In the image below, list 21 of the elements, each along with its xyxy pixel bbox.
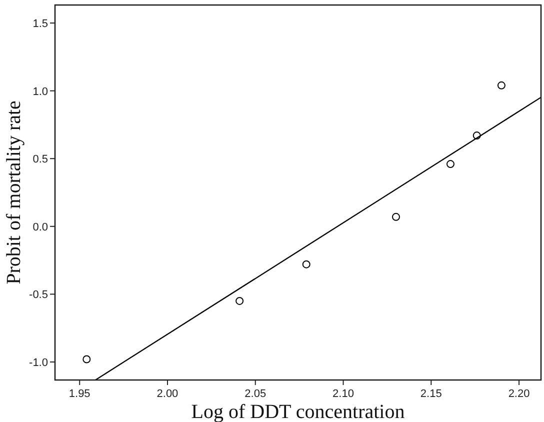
y-axis-title: Probit of mortality rate bbox=[3, 100, 25, 284]
x-axis-title: Log of DDT concentration bbox=[191, 401, 405, 422]
x-tick-label: 2.15 bbox=[420, 388, 442, 400]
point bbox=[497, 81, 506, 90]
point bbox=[472, 132, 481, 140]
x-tick-label: 2.10 bbox=[332, 388, 354, 400]
y-tick-label: 0.0 bbox=[32, 221, 48, 234]
y-tick-label: 0.5 bbox=[32, 154, 48, 166]
y-tick-label: -1.0 bbox=[29, 356, 48, 369]
x-tick-label: 2.05 bbox=[244, 388, 266, 400]
y-tick-label: 1.5 bbox=[32, 18, 48, 30]
x-tick-label: 2.00 bbox=[156, 388, 178, 400]
y-tick-label: 1.0 bbox=[32, 86, 48, 98]
point bbox=[446, 160, 454, 168]
x-tick-label: 1.95 bbox=[68, 388, 90, 400]
y-tick-label: -0.5 bbox=[29, 289, 48, 302]
point bbox=[302, 260, 310, 268]
point bbox=[82, 355, 91, 364]
x-tick-label: 2.20 bbox=[508, 388, 530, 400]
point bbox=[236, 296, 244, 305]
point bbox=[392, 212, 400, 221]
